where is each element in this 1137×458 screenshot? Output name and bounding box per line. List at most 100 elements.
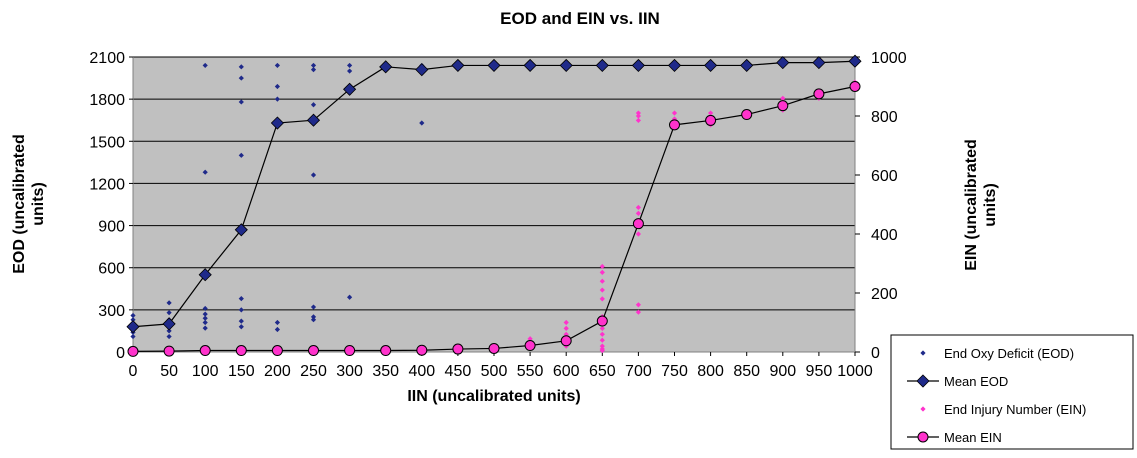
data-point (347, 68, 353, 74)
data-point (238, 318, 244, 324)
x-tick-label: 800 (697, 363, 724, 380)
y2-axis-title: EIN (uncalibrated units) (963, 139, 999, 271)
data-point (238, 324, 244, 330)
y-tick-label: 900 (98, 219, 125, 236)
x-tick-label: 650 (589, 363, 616, 380)
legend-label: Mean EIN (944, 430, 1002, 445)
data-point (308, 345, 319, 357)
data-point (635, 204, 641, 211)
data-point (166, 300, 172, 306)
series-layer (126, 54, 862, 357)
data-point (202, 315, 208, 321)
data-point (704, 58, 718, 72)
data-point (776, 56, 790, 70)
series-3 (127, 81, 861, 357)
data-point (310, 314, 317, 320)
legend-marker (916, 374, 930, 388)
data-point (198, 268, 212, 282)
data-point (127, 345, 139, 357)
data-point (599, 347, 605, 354)
y2-axis-title-line-2: units) (982, 183, 999, 227)
data-point (202, 169, 208, 175)
y2-tick-label: 800 (871, 109, 898, 126)
data-point (599, 296, 605, 302)
data-point (126, 320, 140, 334)
data-point (848, 54, 862, 68)
data-point (234, 223, 248, 237)
data-point (527, 336, 533, 342)
data-point (740, 58, 754, 72)
data-point (238, 307, 244, 313)
legend-label: End Injury Number (EIN) (944, 402, 1086, 417)
data-point (599, 287, 605, 293)
data-point (812, 56, 826, 70)
x-tick-label: 0 (129, 363, 138, 380)
data-point (708, 110, 714, 116)
data-point (416, 344, 428, 356)
data-point (667, 58, 682, 72)
data-point (419, 120, 425, 126)
data-point (599, 263, 605, 270)
x-tick-label: 1000 (837, 363, 873, 380)
data-point (632, 218, 644, 230)
data-point (270, 116, 284, 130)
y-tick-label: 0 (116, 345, 125, 362)
data-point (238, 75, 244, 81)
data-point (599, 337, 605, 343)
y-axis-title: EOD (uncalibrated units) (11, 134, 47, 274)
y2-tick-label: 400 (871, 227, 898, 244)
data-point (271, 345, 283, 357)
data-point (599, 325, 605, 331)
data-point (166, 310, 172, 316)
legend-marker (920, 350, 926, 356)
data-point (488, 342, 500, 354)
y-tick-label: 600 (98, 261, 125, 278)
data-point (274, 83, 280, 90)
y2-axis-ticks: 0 200 400 600 800 1000 (854, 50, 907, 362)
x-tick-label: 150 (228, 363, 255, 380)
chart-title: EOD and EIN vs. IIN (500, 9, 660, 28)
data-point (705, 114, 717, 126)
series-1 (126, 54, 862, 334)
legend-marker (917, 431, 929, 443)
data-point (635, 113, 641, 119)
data-point (202, 319, 208, 326)
x-tick-label: 550 (517, 363, 544, 380)
data-point (631, 58, 645, 72)
y-axis-title-line-2: units) (30, 182, 47, 226)
data-point (599, 331, 605, 337)
data-point (306, 113, 321, 127)
x-tick-label: 750 (661, 363, 688, 380)
data-point (202, 325, 208, 331)
data-point (563, 331, 569, 337)
x-tick-label: 350 (372, 363, 399, 380)
data-point (310, 172, 317, 178)
x-tick-label: 900 (769, 363, 796, 380)
data-point (741, 109, 753, 121)
data-point (202, 62, 208, 69)
x-tick-label: 250 (300, 363, 327, 380)
data-point (166, 328, 172, 334)
data-point (635, 309, 641, 315)
y-tick-label: 1800 (89, 92, 125, 109)
y-tick-label: 1500 (89, 134, 125, 151)
x-tick-label: 300 (336, 363, 363, 380)
data-point (130, 312, 136, 319)
data-point (310, 317, 317, 323)
data-point (669, 119, 680, 131)
x-tick-label: 100 (192, 363, 219, 380)
y2-tick-label: 600 (871, 168, 898, 185)
data-point (523, 58, 537, 72)
x-tick-label: 700 (625, 363, 652, 380)
data-point (635, 110, 641, 116)
data-point (849, 81, 861, 92)
data-point (635, 117, 641, 124)
data-point (347, 294, 353, 300)
data-point (780, 95, 786, 101)
data-point (238, 296, 244, 302)
x-tick-label: 50 (160, 363, 178, 380)
y-tick-label: 300 (98, 303, 125, 320)
y2-axis-title-line-1: EIN (uncalibrated (963, 139, 980, 271)
data-point (379, 60, 393, 74)
legend: End Oxy Deficit (EOD) Mean EOD End Injury … (890, 334, 1134, 450)
